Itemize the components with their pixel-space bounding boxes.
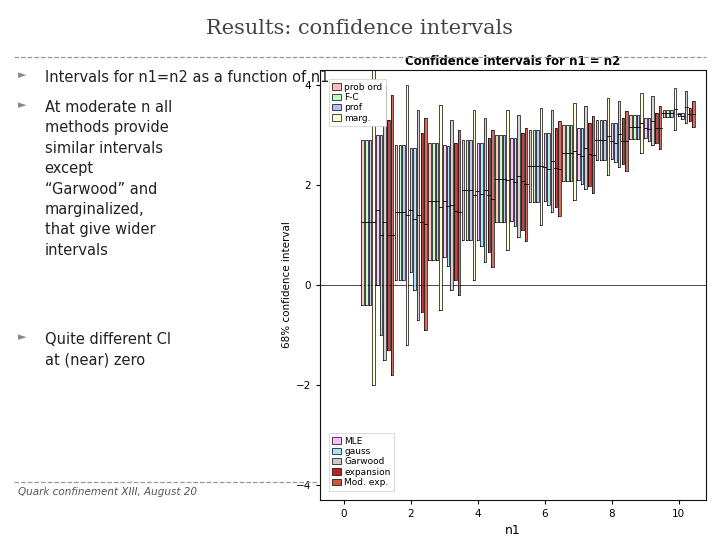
Text: Quark confinement XIII, August 20: Quark confinement XIII, August 20: [18, 487, 197, 497]
Text: Quite different CI
at (near) zero: Quite different CI at (near) zero: [45, 332, 171, 368]
Text: ►: ►: [18, 332, 27, 342]
Y-axis label: 68% confidence interval: 68% confidence interval: [282, 221, 292, 348]
Text: ►: ►: [18, 70, 27, 80]
X-axis label: n1: n1: [505, 524, 521, 537]
Text: Intervals for n1=n2 as a function of n1: Intervals for n1=n2 as a function of n1: [45, 70, 329, 85]
Text: Results: confidence intervals: Results: confidence intervals: [207, 19, 513, 38]
Text: ►: ►: [18, 100, 27, 110]
Title: Confidence intervals for n1 = n2: Confidence intervals for n1 = n2: [405, 55, 621, 68]
Legend: MLE, gauss, Garwood, expansion, Mod. exp.: MLE, gauss, Garwood, expansion, Mod. exp…: [329, 433, 394, 491]
Text: At moderate n all
methods provide
similar intervals
except
“Garwood” and
margina: At moderate n all methods provide simila…: [45, 100, 172, 258]
